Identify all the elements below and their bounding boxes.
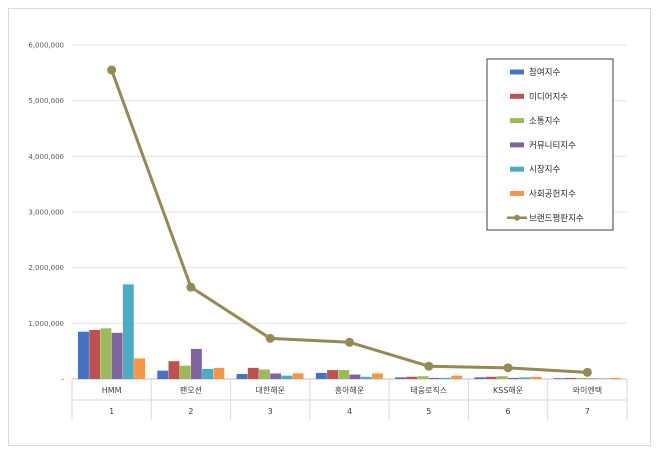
line-point <box>107 65 117 75</box>
line-series <box>107 65 592 377</box>
legend-swatch <box>510 142 524 148</box>
legend-swatch <box>510 93 524 99</box>
x-category-label: 와이엔텍 <box>573 385 602 395</box>
bar <box>530 376 542 379</box>
bar <box>281 375 293 379</box>
bar <box>598 378 610 379</box>
bar <box>576 377 588 379</box>
x-category-label: KSS해운 <box>493 385 523 395</box>
legend-marker <box>514 214 520 221</box>
bar <box>202 368 214 379</box>
y-tick-label: - <box>61 376 64 384</box>
bar <box>213 367 225 379</box>
bar <box>168 361 180 379</box>
legend-swatch <box>510 69 524 75</box>
bar <box>451 375 463 379</box>
bar <box>564 377 576 379</box>
bar <box>428 377 440 379</box>
x-category-label: 흥아해운 <box>335 385 364 395</box>
x-category-index: 3 <box>268 407 273 416</box>
legend-label: 커뮤니티지수 <box>529 140 576 151</box>
bar <box>395 377 407 379</box>
bar <box>122 284 134 379</box>
legend-swatch <box>510 191 524 196</box>
bar <box>89 330 101 379</box>
line-point <box>503 363 513 373</box>
y-tick-label: 4,000,000 <box>28 153 64 161</box>
legend-label: 참여지수 <box>529 67 560 78</box>
bar <box>587 378 599 379</box>
bar <box>417 376 429 379</box>
x-category-label: 태웅로직스 <box>410 385 447 395</box>
bar <box>315 372 327 379</box>
bar <box>236 373 248 379</box>
x-category-label: 대한해운 <box>255 385 284 395</box>
legend-label: 브랜드평판지수 <box>529 213 584 224</box>
line-point <box>424 361 434 371</box>
bar <box>292 373 304 379</box>
bar <box>327 370 338 379</box>
bar <box>496 376 508 379</box>
bar <box>360 376 372 379</box>
bar <box>190 348 202 379</box>
legend-label: 미디어지수 <box>529 91 568 102</box>
bar <box>78 331 89 379</box>
bar <box>157 370 169 379</box>
x-axis: HMM 1 팬오션 2 대한해운 3 흥아해운 4 태웅로직스 5 KSS해운 6 와이엔텍 7 <box>71 379 628 420</box>
y-tick-label: 2,000,000 <box>28 264 64 272</box>
y-tick-label: 1,000,000 <box>28 320 64 328</box>
bar <box>259 369 270 379</box>
y-tick-label: 3,000,000 <box>28 209 64 217</box>
legend-label: 시장지수 <box>529 164 560 175</box>
bar <box>134 358 145 379</box>
y-tick-label: 6,000,000 <box>28 42 64 50</box>
line-point <box>186 282 196 292</box>
bar <box>508 377 519 379</box>
bars <box>78 284 621 379</box>
x-category-label: HMM <box>102 386 122 395</box>
x-category-label: 팬오션 <box>180 385 202 395</box>
bar <box>609 377 621 379</box>
y-tick-label: 5,000,000 <box>28 97 64 105</box>
legend-swatch <box>510 166 524 172</box>
bar <box>349 374 361 379</box>
bar <box>179 365 191 379</box>
legend-box <box>486 58 614 231</box>
bar <box>100 328 112 379</box>
bar <box>553 378 565 379</box>
x-category-index: 2 <box>188 407 193 416</box>
line-point <box>265 333 275 343</box>
bar <box>111 332 123 379</box>
x-category-index: 6 <box>506 407 511 416</box>
x-category-index: 5 <box>426 407 431 416</box>
legend-label: 소통지수 <box>529 117 560 127</box>
line-point <box>345 337 354 347</box>
line-point <box>582 367 592 377</box>
bar <box>270 373 282 379</box>
bar <box>247 367 259 379</box>
bar <box>485 376 497 379</box>
x-category-index: 4 <box>347 407 352 416</box>
bar <box>519 377 531 379</box>
x-category-index: 7 <box>585 407 590 416</box>
bar <box>474 377 486 379</box>
bar <box>371 373 383 379</box>
bar <box>440 377 451 379</box>
bar <box>406 376 418 379</box>
x-category-index: 1 <box>109 407 114 416</box>
legend-label: 사회공헌지수 <box>529 190 576 200</box>
y-axis-ticks: - 1,000,000 2,000,000 3,000,000 4,000,000 5,0… <box>28 42 64 384</box>
bar <box>338 370 350 379</box>
legend-swatch <box>510 118 524 124</box>
